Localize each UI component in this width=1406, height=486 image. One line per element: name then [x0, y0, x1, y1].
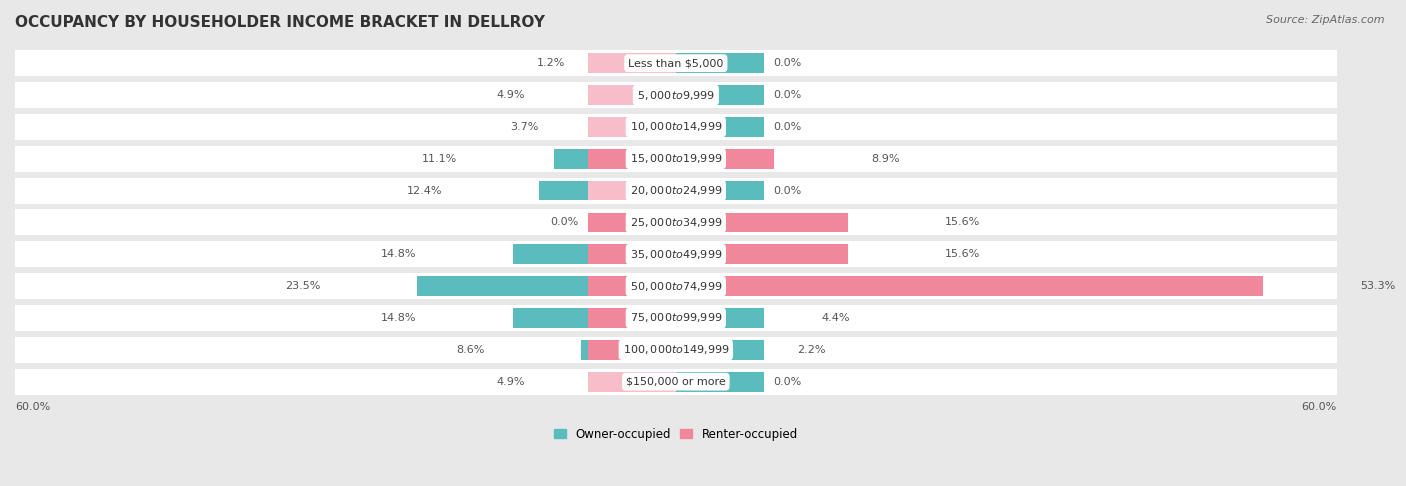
- Text: 15.6%: 15.6%: [945, 249, 980, 259]
- Legend: Owner-occupied, Renter-occupied: Owner-occupied, Renter-occupied: [550, 423, 803, 445]
- Text: $15,000 to $19,999: $15,000 to $19,999: [630, 152, 723, 165]
- Text: 0.0%: 0.0%: [551, 217, 579, 227]
- Bar: [588, 53, 676, 73]
- Text: 60.0%: 60.0%: [1302, 402, 1337, 412]
- Text: 0.0%: 0.0%: [773, 90, 801, 100]
- Bar: [588, 85, 676, 105]
- Text: $100,000 to $149,999: $100,000 to $149,999: [623, 343, 730, 356]
- Text: 2.2%: 2.2%: [797, 345, 825, 355]
- Text: 4.9%: 4.9%: [496, 377, 524, 387]
- Text: Source: ZipAtlas.com: Source: ZipAtlas.com: [1267, 15, 1385, 25]
- Bar: [15, 209, 1337, 236]
- Text: $150,000 or more: $150,000 or more: [626, 377, 725, 387]
- Bar: [588, 149, 773, 169]
- Text: 0.0%: 0.0%: [773, 186, 801, 195]
- Text: 14.8%: 14.8%: [381, 249, 416, 259]
- Bar: [588, 372, 676, 392]
- Bar: [588, 244, 848, 264]
- Text: $35,000 to $49,999: $35,000 to $49,999: [630, 248, 723, 261]
- Bar: [15, 114, 1337, 140]
- Text: 53.3%: 53.3%: [1360, 281, 1395, 291]
- Text: 1.2%: 1.2%: [537, 58, 565, 68]
- Text: 14.8%: 14.8%: [381, 313, 416, 323]
- Bar: [418, 276, 763, 296]
- Bar: [15, 177, 1337, 204]
- Bar: [588, 181, 676, 200]
- Bar: [621, 85, 763, 105]
- Bar: [554, 149, 763, 169]
- Text: 4.4%: 4.4%: [821, 313, 849, 323]
- Bar: [15, 337, 1337, 363]
- Bar: [513, 244, 763, 264]
- Text: 4.9%: 4.9%: [496, 90, 524, 100]
- Bar: [636, 117, 763, 137]
- Bar: [662, 53, 763, 73]
- Bar: [581, 340, 763, 360]
- Text: 0.0%: 0.0%: [773, 377, 801, 387]
- Bar: [15, 305, 1337, 331]
- Text: 0.0%: 0.0%: [773, 58, 801, 68]
- Text: 3.7%: 3.7%: [510, 122, 538, 132]
- Text: $10,000 to $14,999: $10,000 to $14,999: [630, 121, 723, 133]
- Text: Less than $5,000: Less than $5,000: [628, 58, 724, 68]
- Text: OCCUPANCY BY HOUSEHOLDER INCOME BRACKET IN DELLROY: OCCUPANCY BY HOUSEHOLDER INCOME BRACKET …: [15, 15, 546, 30]
- Text: $25,000 to $34,999: $25,000 to $34,999: [630, 216, 723, 229]
- Bar: [15, 273, 1337, 299]
- Text: 60.0%: 60.0%: [15, 402, 51, 412]
- Text: $50,000 to $74,999: $50,000 to $74,999: [630, 279, 723, 293]
- Text: $5,000 to $9,999: $5,000 to $9,999: [637, 88, 716, 102]
- Text: 0.0%: 0.0%: [773, 122, 801, 132]
- Bar: [588, 212, 848, 232]
- Text: 23.5%: 23.5%: [284, 281, 321, 291]
- Bar: [588, 340, 700, 360]
- Bar: [676, 212, 763, 232]
- Text: 12.4%: 12.4%: [406, 186, 443, 195]
- Bar: [513, 308, 763, 328]
- Bar: [15, 50, 1337, 76]
- Bar: [15, 241, 1337, 267]
- Text: $75,000 to $99,999: $75,000 to $99,999: [630, 312, 723, 325]
- Bar: [540, 181, 763, 200]
- Text: 11.1%: 11.1%: [422, 154, 457, 164]
- Text: 15.6%: 15.6%: [945, 217, 980, 227]
- Text: $20,000 to $24,999: $20,000 to $24,999: [630, 184, 723, 197]
- Bar: [15, 368, 1337, 395]
- Text: 8.9%: 8.9%: [870, 154, 900, 164]
- Bar: [15, 146, 1337, 172]
- Bar: [588, 308, 724, 328]
- Bar: [588, 117, 676, 137]
- Bar: [621, 372, 763, 392]
- Bar: [15, 82, 1337, 108]
- Bar: [588, 276, 1263, 296]
- Text: 8.6%: 8.6%: [456, 345, 484, 355]
